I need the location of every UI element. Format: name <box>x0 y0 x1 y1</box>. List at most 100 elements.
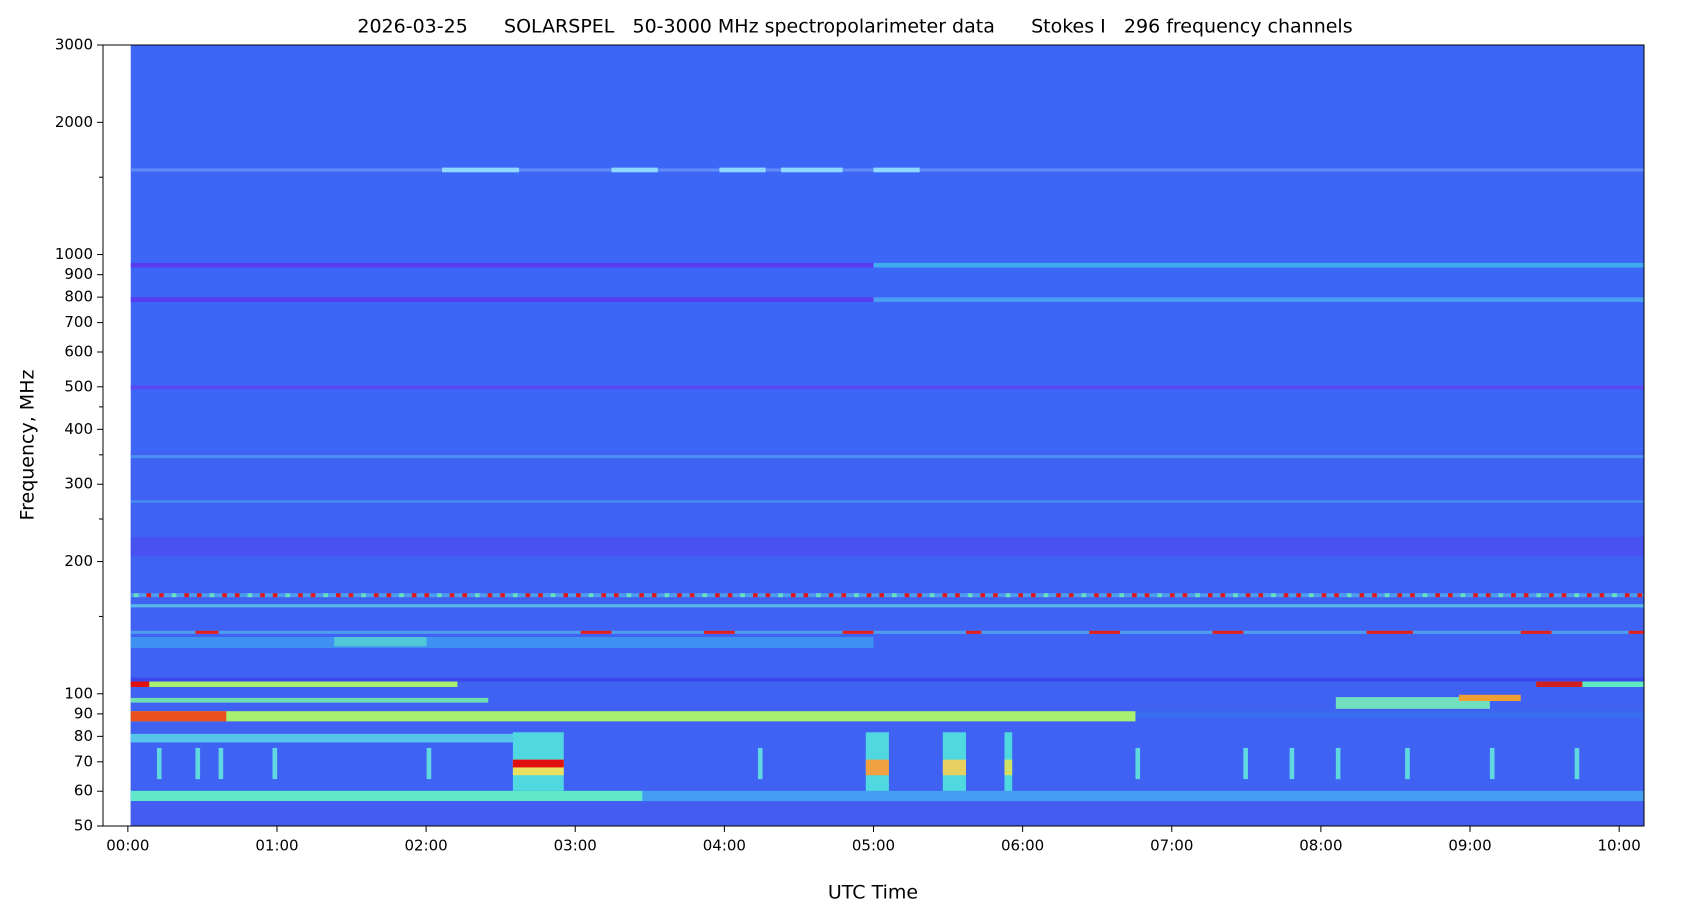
spectrogram-cell <box>1245 593 1251 598</box>
spectrogram-cell <box>1271 593 1276 598</box>
spectrogram-cell <box>1459 694 1521 702</box>
y-axis-label: Frequency, MHz <box>17 370 39 521</box>
spectrogram-cell <box>218 747 224 780</box>
spectrogram-cell <box>1321 593 1327 598</box>
spectrogram-cell <box>1612 593 1617 598</box>
spectrogram-cell <box>980 593 986 598</box>
spectrogram-field <box>130 45 1644 826</box>
spectrogram-cell <box>1335 697 1490 709</box>
spectrogram-cell <box>719 167 766 173</box>
spectrogram-cell <box>272 747 278 780</box>
x-tick-label: 05:00 <box>852 837 895 855</box>
spectrogram-cell <box>1460 593 1466 598</box>
spectrogram-cell <box>1068 593 1074 598</box>
spectrogram-cell <box>891 593 897 598</box>
spectrogram-cell <box>1410 593 1415 598</box>
spectrogram-cell <box>1233 593 1238 598</box>
y-tick-label: 2000 <box>55 113 93 131</box>
spectrogram-cell <box>689 593 695 598</box>
spectrogram-cell <box>1586 593 1592 598</box>
spectrogram-cell <box>130 636 874 648</box>
spectrogram-cell <box>580 630 612 634</box>
spectrogram-cell <box>1599 593 1605 598</box>
spectrogram-cell <box>1536 593 1542 598</box>
spectrogram-cell <box>727 593 733 598</box>
spectrogram-cell <box>1422 593 1428 598</box>
spectrogram-cell <box>904 593 910 598</box>
spectrogram-cell <box>1384 593 1390 598</box>
spectrogram-cell <box>873 262 1644 268</box>
spectrogram-cell <box>424 593 430 598</box>
spectrogram-cell <box>285 593 291 598</box>
spectrogram-cell <box>209 593 215 598</box>
spectrogram-cell <box>1520 630 1552 634</box>
spectrogram-cell <box>512 759 564 768</box>
spectrogram-cell <box>525 593 531 598</box>
spectrogram-cell <box>1207 593 1213 598</box>
spectrogram-cell <box>1004 759 1013 776</box>
spectrogram-cell <box>601 593 606 598</box>
spectrogram-cell <box>576 593 581 598</box>
spectrogram-cell <box>639 593 644 598</box>
y-tick-label: 300 <box>64 475 93 493</box>
x-tick-label: 04:00 <box>703 837 746 855</box>
spectrogram-cell <box>866 593 872 598</box>
spectrogram-cell <box>803 593 809 598</box>
spectrogram-cell <box>1144 593 1150 598</box>
spectrogram-cell <box>130 593 1644 598</box>
spectrogram-cell <box>1220 593 1226 598</box>
spectrogram-cell <box>449 593 455 598</box>
spectrogram-cell <box>1628 630 1644 634</box>
spectrogram-cell <box>197 593 202 598</box>
spectrogram-cell <box>1135 711 1644 719</box>
spectrogram-cell <box>626 593 632 598</box>
x-tick-label: 10:00 <box>1598 837 1641 855</box>
y-tick-label: 200 <box>64 552 93 570</box>
spectrogram-cell <box>664 593 670 598</box>
spectrogram-cell <box>195 630 219 634</box>
spectrogram-cell <box>159 593 164 598</box>
spectrogram-cell <box>1637 593 1643 598</box>
spectrogram-cell <box>133 593 139 598</box>
spectrogram-cell <box>1308 593 1314 598</box>
spectrogram-cell <box>757 747 763 780</box>
spectrogram-cell <box>1397 593 1403 598</box>
spectrogram-cell <box>1574 593 1579 598</box>
spectrogram-cell <box>361 593 366 598</box>
spectrogram-cell <box>715 593 720 598</box>
spectrogram-cell <box>323 593 328 598</box>
spectrogram-cell <box>1005 593 1011 598</box>
spectrogram-cell <box>929 593 935 598</box>
spectrogram-cell <box>130 537 1644 557</box>
y-tick-label: 900 <box>64 265 93 283</box>
spectrogram-cell <box>965 630 982 634</box>
spectrogram-cell <box>1243 747 1248 780</box>
spectrogram-cell <box>563 593 569 598</box>
y-tick-label: 60 <box>74 782 93 800</box>
spectrogram-cell <box>500 593 505 598</box>
spectrogram-cell <box>865 759 889 776</box>
spectrogram-cell <box>334 636 427 647</box>
y-tick-label: 80 <box>74 727 93 745</box>
spectrogram-cell <box>1081 593 1087 598</box>
spectrogram-cell <box>260 593 265 598</box>
spectrogram-cell <box>752 593 758 598</box>
spectrogram-cell <box>1132 593 1137 598</box>
spectrogram-cell <box>1043 593 1049 598</box>
x-tick-label: 00:00 <box>106 837 149 855</box>
spectrogram-cell <box>348 593 354 598</box>
spectrogram-cell <box>955 593 960 598</box>
spectrogram-cell <box>1296 593 1301 598</box>
spectrogram-cell <box>1447 593 1453 598</box>
spectrogram-cell <box>195 747 201 780</box>
y-tick-label: 800 <box>64 288 93 306</box>
spectrogram-cell <box>550 593 556 598</box>
spectrogram-cell <box>156 747 162 780</box>
spectrogram-cell <box>512 593 518 598</box>
spectrogram-cell <box>1056 593 1061 598</box>
spectrogram-cell <box>765 593 771 598</box>
y-tick-label: 400 <box>64 420 93 438</box>
spectrogram-cell <box>234 593 240 598</box>
y-tick-label: 1000 <box>55 245 93 263</box>
spectrogram-cell <box>917 593 922 598</box>
